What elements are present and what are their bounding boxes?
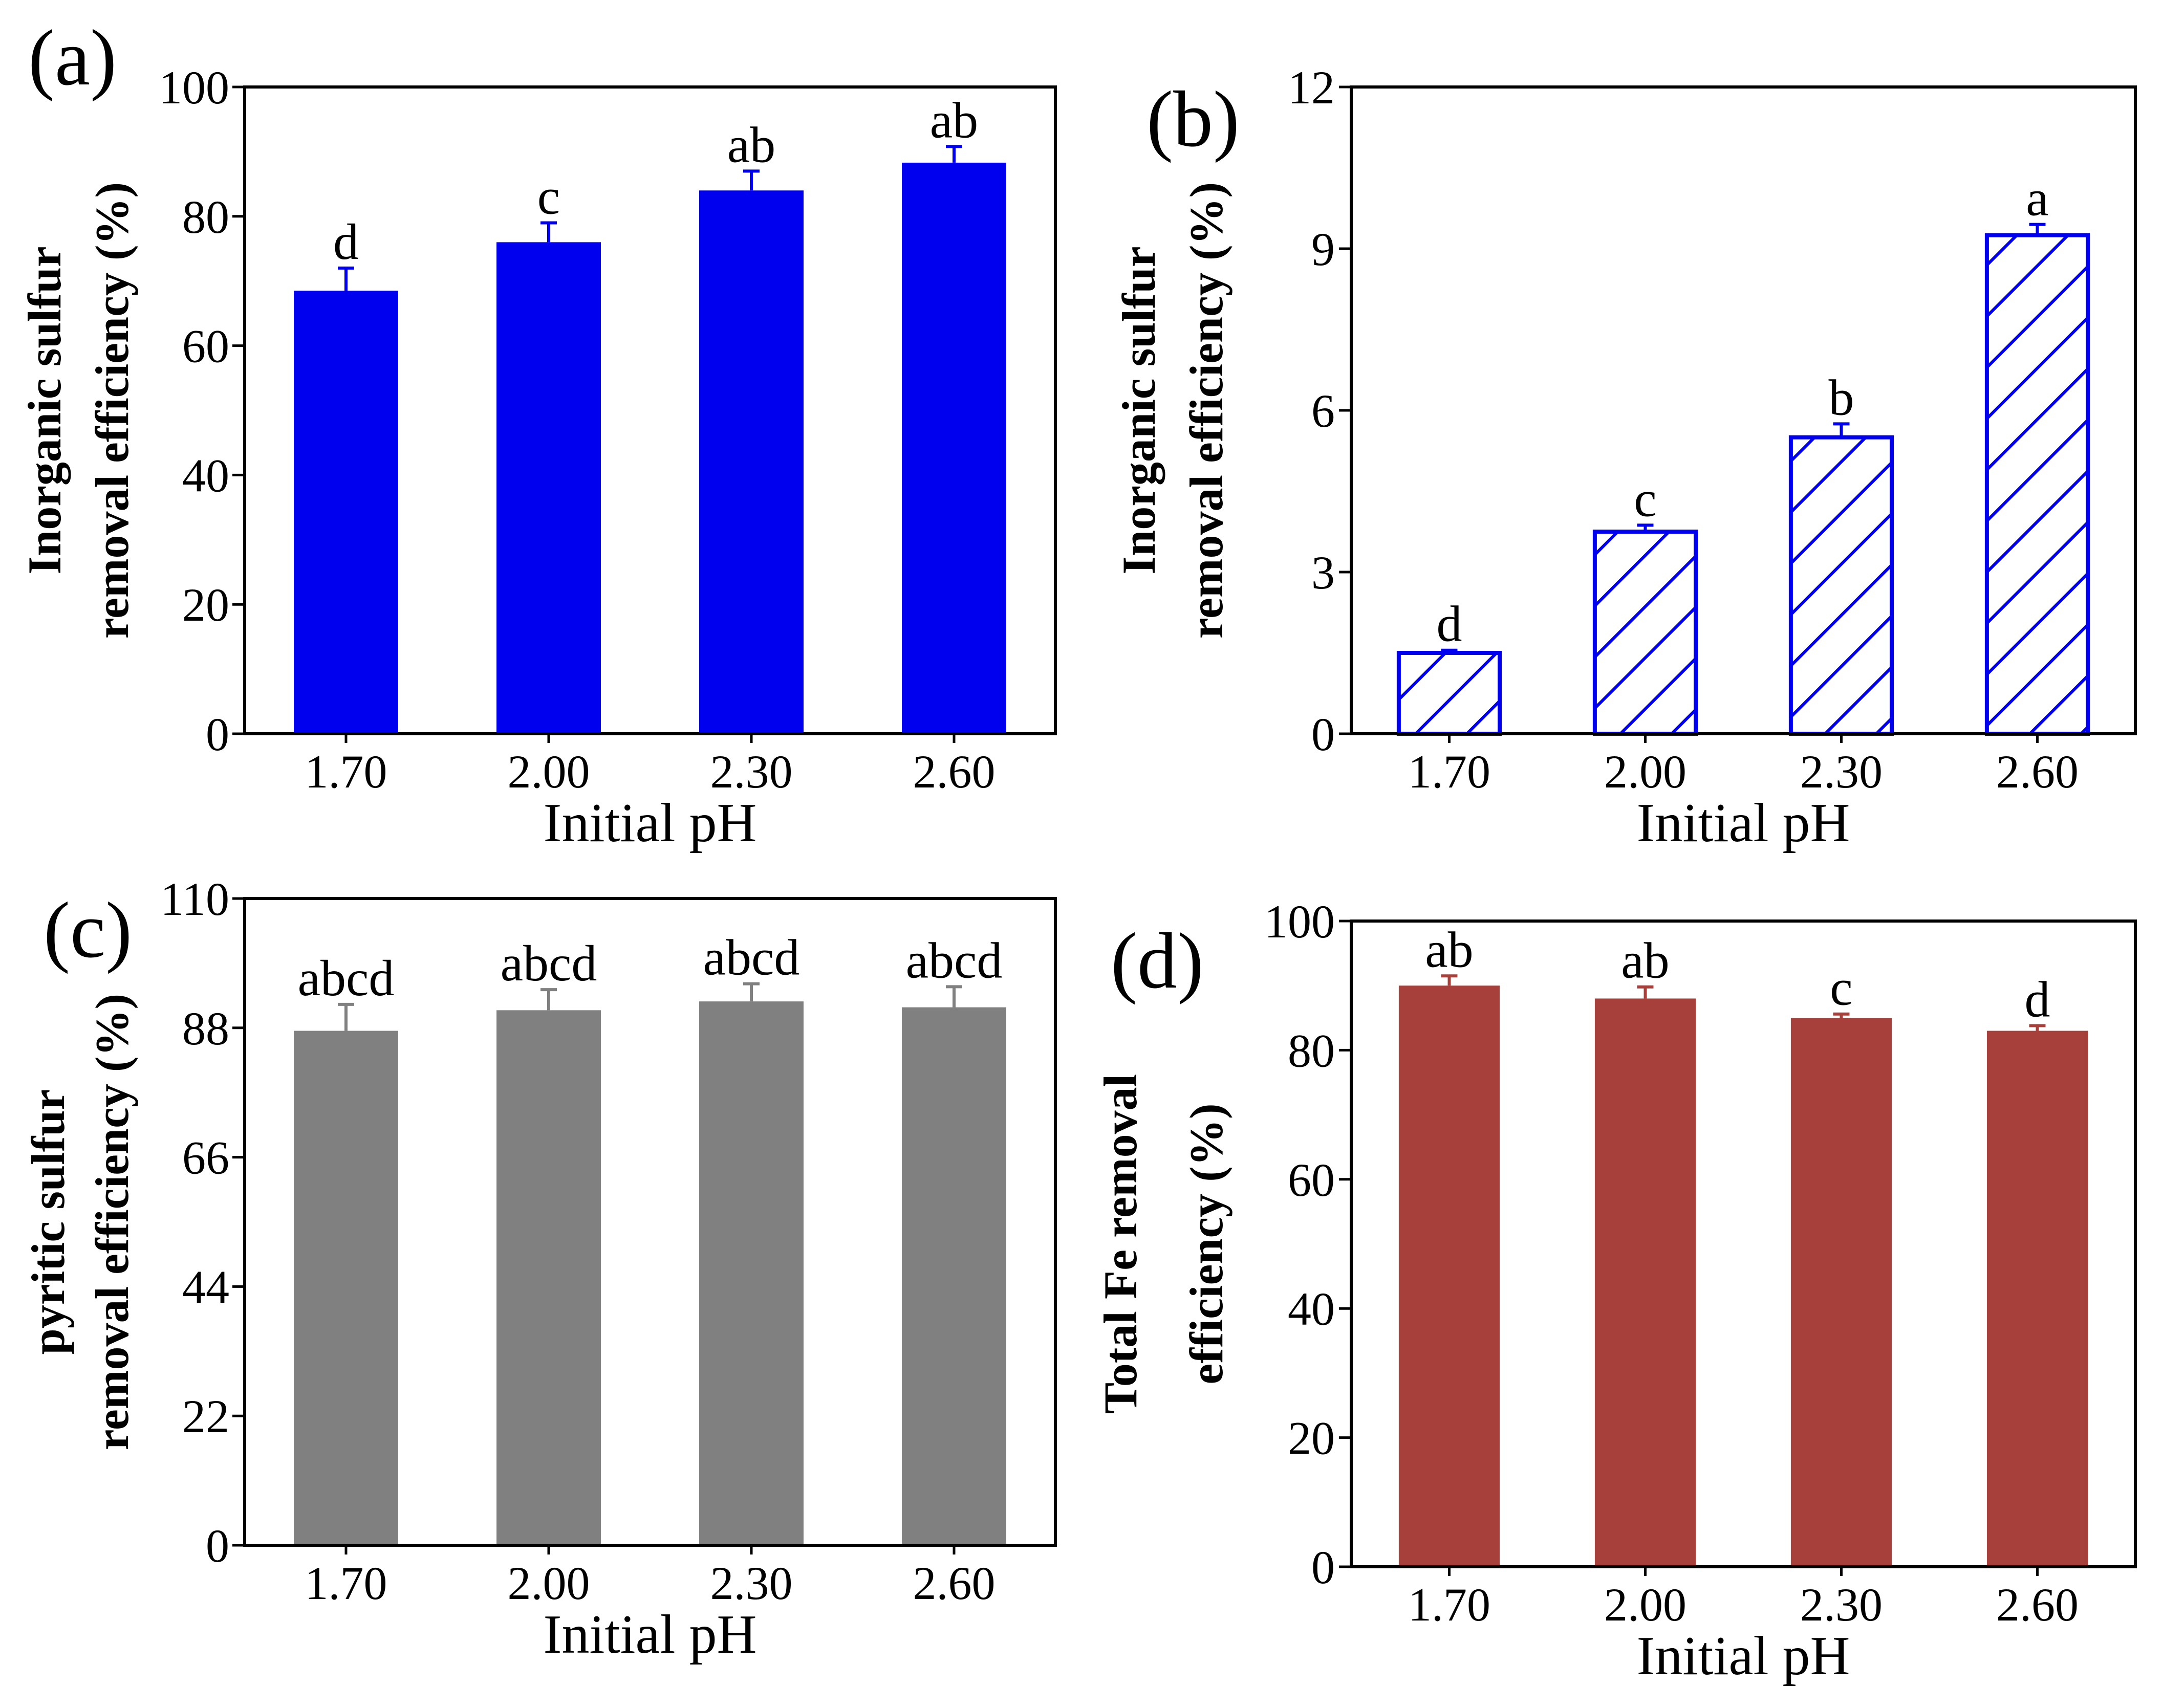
significance-label-0: abcd [298, 950, 395, 1006]
x-tick-label-2: 2.30 [710, 746, 793, 798]
panel-0: d 1.70 c 2.00 ab 2.30 ab 2.60 0 20 40 60 80 100 (a) Ini… [18, 13, 1057, 853]
panel-label: (d) [1111, 916, 1204, 1005]
y-tick-label-2: 44 [182, 1261, 229, 1313]
y-axis-label-line-1: removal efficiency (%) [86, 994, 138, 1450]
x-axis-label: Initial pH [1637, 1626, 1850, 1687]
significance-label-0: ab [1425, 921, 1473, 978]
bar-2 [699, 1001, 804, 1545]
significance-label-2: c [1830, 959, 1852, 1016]
bar-1 [496, 1010, 601, 1545]
significance-label-3: ab [930, 92, 978, 148]
y-tick-label-1: 22 [182, 1390, 229, 1442]
bar-3 [1986, 1031, 2088, 1567]
x-tick-label-2: 2.30 [1800, 1579, 1883, 1631]
x-tick-label-2: 2.30 [710, 1557, 793, 1609]
bar-0 [294, 291, 398, 734]
significance-label-1: abcd [501, 935, 597, 992]
y-tick-label-0: 0 [206, 1520, 229, 1572]
x-tick-label-1: 2.00 [508, 746, 590, 798]
x-tick-label-2: 2.30 [1800, 746, 1883, 798]
panel-1: d 1.70 c 2.00 b 2.30 a 2.60 0 3 6 9 12 (b) Initial pH I… [1113, 61, 2137, 853]
significance-label-3: abcd [906, 932, 1003, 989]
x-tick-label-1: 2.00 [508, 1557, 590, 1609]
bar-0 [1398, 986, 1500, 1567]
significance-label-0: d [333, 213, 359, 270]
significance-label-0: d [1437, 596, 1462, 652]
x-tick-label-3: 2.60 [1996, 746, 2079, 798]
bar-1 [496, 242, 601, 734]
bar-0 [1396, 651, 1502, 736]
y-tick-label-0: 0 [1311, 708, 1335, 760]
panel-label: (a) [28, 13, 117, 102]
panel-label: (b) [1147, 75, 1240, 163]
x-tick-label-0: 1.70 [305, 746, 387, 798]
y-tick-label-2: 40 [182, 449, 229, 501]
x-axis-label: Initial pH [544, 1604, 757, 1665]
y-axis-label-line-0: Inorganic sulfur [1113, 246, 1165, 575]
y-tick-label-0: 0 [206, 708, 229, 760]
plot-frame [243, 897, 1057, 1547]
y-axis-label-line-1: removal efficiency (%) [1180, 182, 1232, 639]
y-tick-label-1: 20 [182, 579, 229, 631]
x-tick-label-3: 2.60 [1996, 1579, 2079, 1631]
bar-3 [902, 162, 1006, 734]
y-tick-label-5: 100 [159, 61, 229, 114]
significance-label-2: b [1829, 369, 1854, 426]
y-tick-label-4: 12 [1288, 61, 1335, 114]
panel-3: ab 1.70 ab 2.00 c 2.30 d 2.60 0 20 40 60 80 100 (d) Ini… [1094, 895, 2137, 1687]
y-tick-label-3: 9 [1311, 223, 1335, 275]
y-tick-label-2: 40 [1288, 1283, 1335, 1335]
panel-label: (c) [44, 886, 132, 974]
plot-frame [1350, 919, 2137, 1568]
plot-frame [1350, 85, 2137, 735]
y-axis-label-line-0: Total Fe removal [1094, 1074, 1147, 1414]
bar-1 [1594, 998, 1696, 1567]
x-tick-label-0: 1.70 [305, 1557, 387, 1609]
x-tick-label-3: 2.60 [913, 1557, 996, 1609]
x-axis-label: Initial pH [1637, 793, 1850, 853]
significance-label-3: a [2026, 170, 2048, 227]
y-axis-label-line-1: removal efficiency (%) [86, 182, 138, 639]
y-tick-label-3: 60 [1288, 1154, 1335, 1206]
x-axis-label: Initial pH [544, 793, 757, 853]
y-tick-label-4: 80 [1288, 1024, 1335, 1077]
y-axis-label-line-0: Inorganic sulfur [18, 246, 71, 575]
y-tick-label-5: 110 [160, 873, 229, 925]
y-tick-label-2: 6 [1311, 385, 1335, 437]
bar-2 [1790, 1018, 1892, 1567]
y-tick-label-4: 80 [182, 191, 229, 243]
bar-2 [699, 190, 804, 734]
bar-0 [294, 1031, 398, 1545]
significance-label-3: d [2025, 971, 2050, 1027]
bar-1 [1592, 530, 1698, 736]
y-axis-label-line-1: efficiency (%) [1180, 1103, 1232, 1384]
bar-3 [1984, 233, 2090, 736]
y-tick-label-0: 0 [1311, 1541, 1335, 1593]
y-tick-label-1: 3 [1311, 546, 1335, 599]
x-tick-label-1: 2.00 [1604, 746, 1686, 798]
y-axis-label-line-0: pyritic sulfur [22, 1089, 74, 1355]
x-tick-label-0: 1.70 [1408, 746, 1490, 798]
y-tick-label-3: 66 [182, 1132, 229, 1184]
x-tick-label-3: 2.60 [913, 746, 996, 798]
significance-label-1: ab [1621, 932, 1669, 989]
x-tick-label-1: 2.00 [1604, 1579, 1686, 1631]
panel-2: abcd 1.70 abcd 2.00 abcd 2.30 abcd 2.60 0 22 44 66 8… [22, 873, 1057, 1665]
significance-label-2: abcd [703, 929, 800, 986]
bar-3 [902, 1007, 1006, 1545]
bar-2 [1788, 435, 1894, 736]
y-tick-label-3: 60 [182, 320, 229, 373]
plot-frame [243, 85, 1057, 735]
y-tick-label-4: 88 [182, 1002, 229, 1055]
significance-label-1: c [1634, 470, 1656, 527]
x-tick-label-0: 1.70 [1408, 1579, 1490, 1631]
y-tick-label-5: 100 [1264, 895, 1335, 948]
significance-label-2: ab [727, 116, 775, 173]
significance-label-1: c [537, 168, 560, 225]
y-tick-label-1: 20 [1288, 1412, 1335, 1464]
